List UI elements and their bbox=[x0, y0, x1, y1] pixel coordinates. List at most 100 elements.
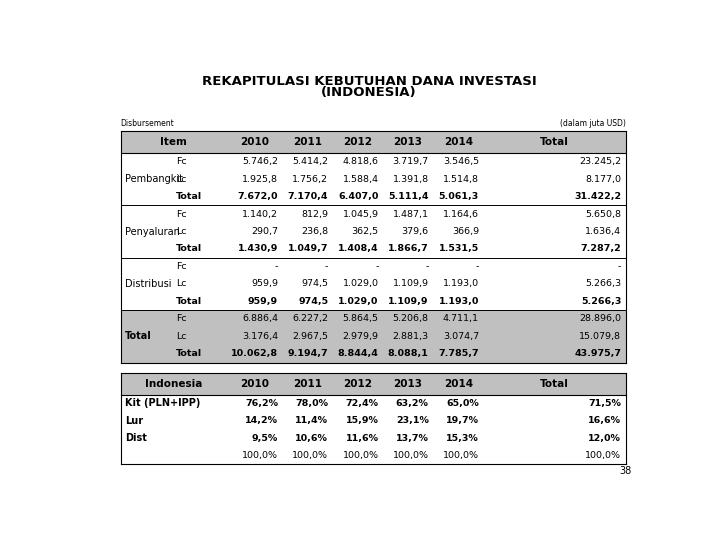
Text: 11,4%: 11,4% bbox=[295, 416, 328, 425]
Text: Indonesia: Indonesia bbox=[145, 379, 202, 389]
Text: Penyaluran: Penyaluran bbox=[125, 227, 180, 237]
Text: 290,7: 290,7 bbox=[251, 227, 278, 236]
Text: 63,2%: 63,2% bbox=[396, 399, 428, 408]
Text: 1.193,0: 1.193,0 bbox=[438, 297, 479, 306]
Text: 2012: 2012 bbox=[343, 137, 372, 147]
Text: 1.487,1: 1.487,1 bbox=[392, 210, 428, 219]
Text: (dalam juta USD): (dalam juta USD) bbox=[560, 119, 626, 128]
Text: 8.088,1: 8.088,1 bbox=[388, 349, 428, 358]
Text: 5.266,3: 5.266,3 bbox=[585, 279, 621, 288]
Text: 11,6%: 11,6% bbox=[346, 434, 379, 443]
Text: 6.227,2: 6.227,2 bbox=[292, 314, 328, 323]
Text: 78,0%: 78,0% bbox=[295, 399, 328, 408]
Text: 959,9: 959,9 bbox=[251, 279, 278, 288]
Text: 65,0%: 65,0% bbox=[446, 399, 479, 408]
Text: Fc: Fc bbox=[176, 262, 186, 271]
Text: 2011: 2011 bbox=[293, 137, 322, 147]
Text: 1.049,7: 1.049,7 bbox=[288, 245, 328, 253]
Text: 974,5: 974,5 bbox=[298, 297, 328, 306]
Text: 2014: 2014 bbox=[444, 137, 473, 147]
Text: 100,0%: 100,0% bbox=[242, 451, 278, 460]
Text: 72,4%: 72,4% bbox=[346, 399, 379, 408]
Text: 2014: 2014 bbox=[444, 379, 473, 389]
Text: -: - bbox=[325, 262, 328, 271]
Text: Dist: Dist bbox=[125, 433, 147, 443]
Text: 7.170,4: 7.170,4 bbox=[288, 192, 328, 201]
Text: 14,2%: 14,2% bbox=[245, 416, 278, 425]
Text: 12,0%: 12,0% bbox=[588, 434, 621, 443]
Text: 31.422,2: 31.422,2 bbox=[574, 192, 621, 201]
Text: Total: Total bbox=[125, 332, 152, 341]
Bar bbox=[121, 131, 626, 153]
Text: 1.866,7: 1.866,7 bbox=[388, 245, 428, 253]
Text: 959,9: 959,9 bbox=[248, 297, 278, 306]
Text: 100,0%: 100,0% bbox=[585, 451, 621, 460]
Text: 974,5: 974,5 bbox=[301, 279, 328, 288]
Text: 8.844,4: 8.844,4 bbox=[338, 349, 379, 358]
Text: 1.430,9: 1.430,9 bbox=[238, 245, 278, 253]
Text: Fc: Fc bbox=[176, 314, 186, 323]
Text: 1.408,4: 1.408,4 bbox=[338, 245, 379, 253]
Text: 5.061,3: 5.061,3 bbox=[438, 192, 479, 201]
Text: 5.266,3: 5.266,3 bbox=[581, 297, 621, 306]
Text: 5.414,2: 5.414,2 bbox=[292, 157, 328, 166]
Text: Total: Total bbox=[176, 297, 202, 306]
Text: 3.176,4: 3.176,4 bbox=[242, 332, 278, 341]
Text: 1.109,9: 1.109,9 bbox=[388, 297, 428, 306]
Text: 4.711,1: 4.711,1 bbox=[443, 314, 479, 323]
Text: 1.140,2: 1.140,2 bbox=[242, 210, 278, 219]
Text: 3.546,5: 3.546,5 bbox=[443, 157, 479, 166]
Text: 23,1%: 23,1% bbox=[396, 416, 428, 425]
Text: 1.029,0: 1.029,0 bbox=[343, 279, 379, 288]
Text: 7.672,0: 7.672,0 bbox=[238, 192, 278, 201]
Text: 1.164,6: 1.164,6 bbox=[443, 210, 479, 219]
Text: 100,0%: 100,0% bbox=[343, 451, 379, 460]
Text: 2.881,3: 2.881,3 bbox=[392, 332, 428, 341]
Text: 10.062,8: 10.062,8 bbox=[231, 349, 278, 358]
Text: REKAPITULASI KEBUTUHAN DANA INVESTASI: REKAPITULASI KEBUTUHAN DANA INVESTASI bbox=[202, 75, 536, 88]
Text: 2010: 2010 bbox=[240, 137, 269, 147]
Text: 2013: 2013 bbox=[394, 379, 423, 389]
Text: 23.245,2: 23.245,2 bbox=[579, 157, 621, 166]
Text: 2012: 2012 bbox=[343, 379, 372, 389]
Text: 2.979,9: 2.979,9 bbox=[343, 332, 379, 341]
Text: 100,0%: 100,0% bbox=[443, 451, 479, 460]
Text: Total: Total bbox=[540, 379, 569, 389]
Bar bbox=[121, 328, 626, 345]
Text: 366,9: 366,9 bbox=[452, 227, 479, 236]
Bar bbox=[121, 373, 626, 395]
Text: 1.029,0: 1.029,0 bbox=[338, 297, 379, 306]
Text: -: - bbox=[274, 262, 278, 271]
Text: Lc: Lc bbox=[176, 332, 186, 341]
Text: -: - bbox=[475, 262, 479, 271]
Text: 1.756,2: 1.756,2 bbox=[292, 174, 328, 184]
Text: Kit (PLN+IPP): Kit (PLN+IPP) bbox=[125, 399, 201, 408]
Text: 15,3%: 15,3% bbox=[446, 434, 479, 443]
Text: 71,5%: 71,5% bbox=[588, 399, 621, 408]
Text: 1.636,4: 1.636,4 bbox=[585, 227, 621, 236]
Text: 43.975,7: 43.975,7 bbox=[575, 349, 621, 358]
Text: -: - bbox=[618, 262, 621, 271]
Text: Pembangkit: Pembangkit bbox=[125, 174, 183, 184]
Text: 5.746,2: 5.746,2 bbox=[242, 157, 278, 166]
Text: 3.719,7: 3.719,7 bbox=[392, 157, 428, 166]
Text: 2013: 2013 bbox=[394, 137, 423, 147]
Text: 2.967,5: 2.967,5 bbox=[292, 332, 328, 341]
Text: 28.896,0: 28.896,0 bbox=[579, 314, 621, 323]
Text: 362,5: 362,5 bbox=[351, 227, 379, 236]
Text: 1.193,0: 1.193,0 bbox=[443, 279, 479, 288]
Text: 15,9%: 15,9% bbox=[346, 416, 379, 425]
Text: 76,2%: 76,2% bbox=[245, 399, 278, 408]
Text: Total: Total bbox=[540, 137, 569, 147]
Text: Total: Total bbox=[176, 245, 202, 253]
Text: 7.287,2: 7.287,2 bbox=[580, 245, 621, 253]
Text: 9,5%: 9,5% bbox=[252, 434, 278, 443]
Text: 5.111,4: 5.111,4 bbox=[388, 192, 428, 201]
Bar bbox=[121, 310, 626, 328]
Text: Disbursement: Disbursement bbox=[121, 119, 174, 128]
Text: Fc: Fc bbox=[176, 157, 186, 166]
Text: 19,7%: 19,7% bbox=[446, 416, 479, 425]
Text: 100,0%: 100,0% bbox=[292, 451, 328, 460]
Text: 1.045,9: 1.045,9 bbox=[343, 210, 379, 219]
Text: 4.818,6: 4.818,6 bbox=[343, 157, 379, 166]
